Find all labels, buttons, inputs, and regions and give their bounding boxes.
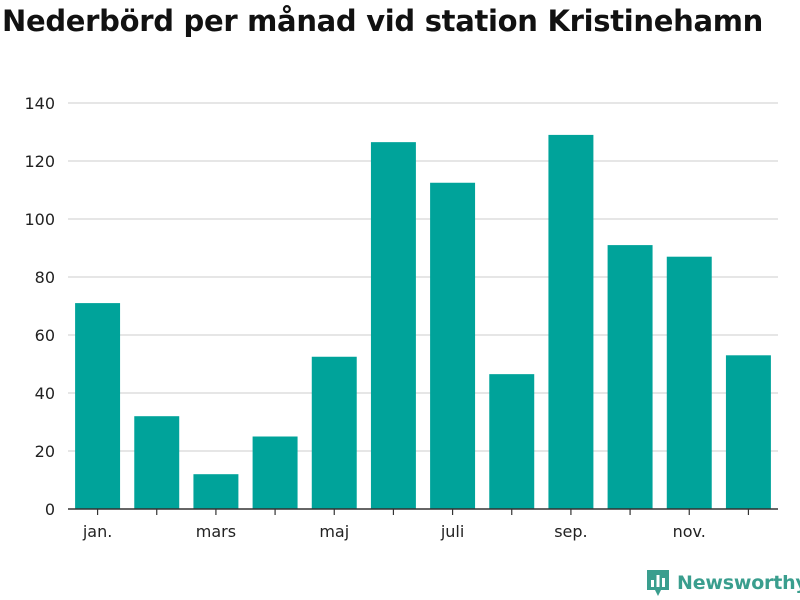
x-tick-label: mars xyxy=(196,522,236,541)
x-tick-labels: jan. mars maj juli sep. nov. xyxy=(82,522,706,541)
bar-aug xyxy=(489,374,535,509)
bar-apr xyxy=(252,436,298,509)
chart-title: Nederbörd per månad vid station Kristine… xyxy=(2,4,764,38)
bar-jan xyxy=(75,303,121,509)
grid-lines xyxy=(68,102,778,452)
y-tick-label: 140 xyxy=(24,94,55,113)
bar-nov xyxy=(666,256,712,509)
bar-sep xyxy=(548,134,594,509)
y-tick-label: 20 xyxy=(35,442,55,461)
bars xyxy=(75,134,771,509)
bar-okt xyxy=(607,245,653,509)
x-tick-label: maj xyxy=(319,522,349,541)
x-tick-label: nov. xyxy=(673,522,706,541)
bar-mars xyxy=(193,474,239,509)
x-tick-label: sep. xyxy=(554,522,587,541)
newsworthy-logo-icon xyxy=(647,570,669,596)
bar-dec xyxy=(725,355,771,509)
brand-name: Newsworthy xyxy=(677,572,800,594)
brand-logo: Newsworthy xyxy=(645,568,800,598)
y-tick-labels: 0 20 40 60 80 100 120 140 xyxy=(24,94,55,519)
bar-maj xyxy=(311,356,357,509)
y-tick-label: 0 xyxy=(45,500,55,519)
y-tick-label: 120 xyxy=(24,152,55,171)
y-tick-label: 80 xyxy=(35,268,55,287)
y-tick-label: 40 xyxy=(35,384,55,403)
y-tick-label: 60 xyxy=(35,326,55,345)
axes xyxy=(68,508,778,515)
x-tick-label: juli xyxy=(440,522,464,541)
x-tick-label: jan. xyxy=(82,522,112,541)
bar-juni xyxy=(370,142,416,509)
y-tick-label: 100 xyxy=(24,210,55,229)
bar-feb xyxy=(134,416,180,509)
bar-juli xyxy=(430,182,476,509)
